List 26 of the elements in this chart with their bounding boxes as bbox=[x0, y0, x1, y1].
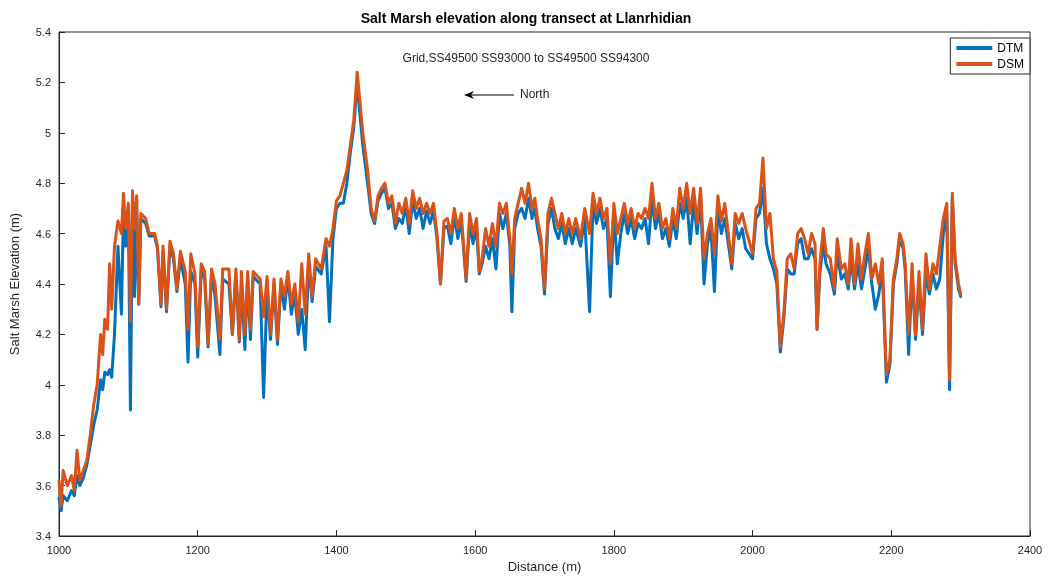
y-tick-label: 4.4 bbox=[35, 278, 51, 290]
x-axis-title: Distance (m) bbox=[507, 558, 582, 574]
y-axis-title: Salt Marsh Elevation (m) bbox=[7, 212, 22, 356]
y-tick-label: 5 bbox=[44, 126, 51, 139]
y-tick-label: 3.8 bbox=[35, 429, 51, 442]
x-tick-label: 1400 bbox=[324, 543, 349, 556]
annotation: North bbox=[520, 87, 550, 101]
y-tick-label: 4.8 bbox=[35, 177, 51, 190]
x-tick-label: 2400 bbox=[1017, 543, 1043, 556]
x-tick-label: 2200 bbox=[879, 543, 904, 556]
annotation: Grid,SS49500 SS93000 to SS49500 SS94300 bbox=[402, 51, 650, 65]
y-tick-label: 3.6 bbox=[35, 479, 51, 492]
y-tick-label: 3.4 bbox=[35, 530, 51, 542]
legend-label: DTM bbox=[997, 41, 1024, 55]
x-tick-label: 2000 bbox=[740, 543, 765, 556]
y-tick-label: 4 bbox=[44, 378, 51, 391]
x-tick-label: 1800 bbox=[601, 543, 627, 556]
legend-label: DSM bbox=[997, 57, 1025, 71]
x-tick-label: 1000 bbox=[46, 543, 72, 556]
y-tick-label: 4.2 bbox=[35, 328, 51, 341]
x-tick-label: 1200 bbox=[185, 543, 210, 556]
y-tick-label: 4.6 bbox=[35, 227, 51, 240]
y-tick-label: 5.2 bbox=[35, 76, 51, 89]
chart-title: Salt Marsh elevation along transect at Llanrhidian bbox=[360, 10, 692, 26]
y-tick-label: 5.4 bbox=[35, 26, 51, 38]
x-tick-label: 1600 bbox=[462, 543, 488, 556]
